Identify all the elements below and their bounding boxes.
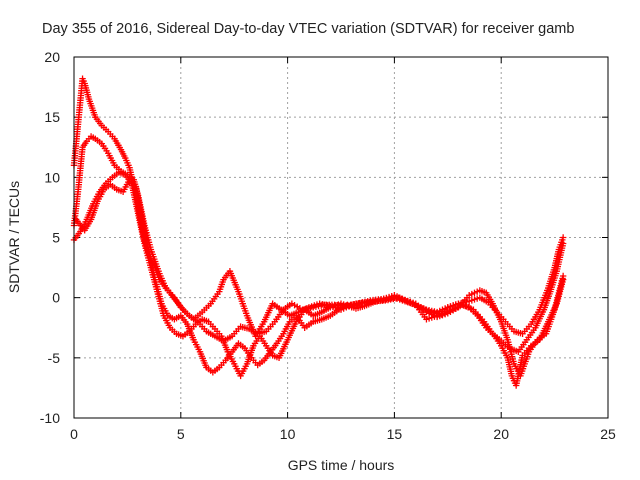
y-tick-label: 0 xyxy=(52,290,60,306)
x-tick-labels: 0 5 10 15 20 25 xyxy=(70,426,616,442)
chart-title: Day 355 of 2016, Sidereal Day-to-day VTE… xyxy=(42,21,574,37)
y-tick-labels: -10 -5 0 5 10 15 20 xyxy=(40,49,60,426)
data-point xyxy=(559,240,567,247)
data-point xyxy=(559,234,567,241)
data-points xyxy=(70,75,567,389)
x-tick-label: 15 xyxy=(387,426,403,442)
x-tick-label: 25 xyxy=(600,426,616,442)
y-tick-label: 10 xyxy=(44,169,60,185)
x-tick-label: 20 xyxy=(493,426,509,442)
grid-lines xyxy=(74,57,608,418)
y-tick-label: 5 xyxy=(52,230,60,246)
x-axis-label: GPS time / hours xyxy=(288,457,395,473)
x-tick-label: 5 xyxy=(177,426,185,442)
x-tick-label: 0 xyxy=(70,426,78,442)
plot-frame xyxy=(73,56,609,419)
y-tick-label: -10 xyxy=(40,410,60,426)
y-axis-label: SDTVAR / TECUs xyxy=(6,181,22,293)
x-tick-label: 10 xyxy=(280,426,296,442)
y-tick-label: 15 xyxy=(44,109,60,125)
y-tick-label: -5 xyxy=(48,350,61,366)
y-tick-label: 20 xyxy=(44,49,60,65)
data-point xyxy=(559,276,567,283)
